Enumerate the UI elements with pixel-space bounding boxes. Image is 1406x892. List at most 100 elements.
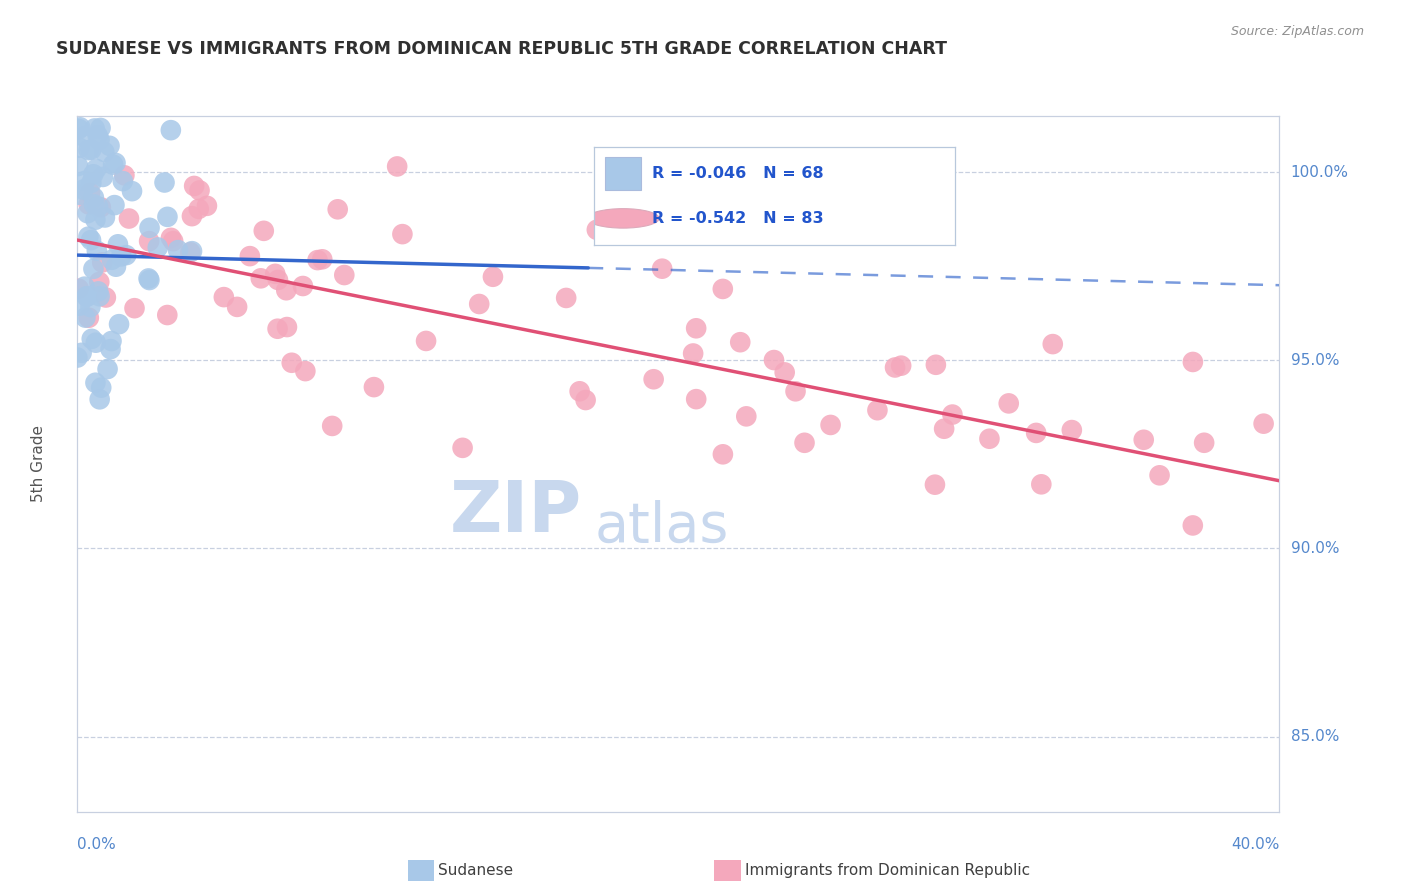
Point xyxy=(100,342,122,356)
Text: R = -0.542   N = 83: R = -0.542 N = 83 xyxy=(652,211,824,226)
Point xyxy=(385,160,408,174)
Point xyxy=(685,321,707,335)
Point xyxy=(91,255,114,269)
Point xyxy=(280,356,302,370)
Point xyxy=(188,183,211,197)
Point xyxy=(585,223,607,237)
Point xyxy=(73,130,96,145)
Point xyxy=(67,141,90,155)
Point xyxy=(69,299,91,313)
Point xyxy=(555,291,578,305)
Point xyxy=(997,396,1019,410)
Point xyxy=(181,244,204,259)
Point xyxy=(72,183,94,197)
Point xyxy=(979,432,1001,446)
Point xyxy=(253,224,276,238)
Point xyxy=(75,310,97,325)
Text: SUDANESE VS IMMIGRANTS FROM DOMINICAN REPUBLIC 5TH GRADE CORRELATION CHART: SUDANESE VS IMMIGRANTS FROM DOMINICAN RE… xyxy=(56,40,948,58)
Point xyxy=(90,120,112,135)
Point xyxy=(735,409,758,424)
Point xyxy=(762,353,785,368)
Text: 90.0%: 90.0% xyxy=(1291,541,1339,556)
Point xyxy=(66,351,89,365)
Point xyxy=(773,365,796,379)
Text: atlas: atlas xyxy=(595,500,728,553)
Bar xyxy=(408,861,434,881)
Point xyxy=(276,320,298,334)
Point xyxy=(115,248,138,262)
Text: 95.0%: 95.0% xyxy=(1291,353,1339,368)
Point xyxy=(1181,518,1204,533)
Point xyxy=(107,237,129,252)
Point xyxy=(86,244,108,258)
Point xyxy=(70,346,93,360)
Point xyxy=(1042,337,1064,351)
Point xyxy=(1025,425,1047,440)
Bar xyxy=(714,861,741,881)
Point xyxy=(146,240,169,254)
Point xyxy=(103,198,125,212)
Point xyxy=(90,200,112,214)
Point xyxy=(884,360,907,375)
Point xyxy=(682,346,704,360)
Point xyxy=(75,174,97,188)
Text: ZIP: ZIP xyxy=(450,478,582,547)
Point xyxy=(363,380,385,394)
Point xyxy=(77,310,100,325)
Point xyxy=(924,477,946,491)
Point xyxy=(83,190,105,204)
Point xyxy=(291,279,314,293)
Point xyxy=(112,169,135,183)
Point xyxy=(108,317,131,331)
Bar xyxy=(605,157,641,190)
Point xyxy=(69,120,91,135)
Point xyxy=(711,447,734,461)
Point xyxy=(84,161,107,176)
Point xyxy=(307,253,329,268)
Text: 85.0%: 85.0% xyxy=(1291,729,1339,744)
Point xyxy=(89,275,111,289)
Point xyxy=(643,372,665,386)
Point xyxy=(785,384,807,399)
Point xyxy=(685,392,707,406)
Point xyxy=(925,358,948,372)
Point xyxy=(138,234,160,248)
Point xyxy=(249,271,271,285)
Point xyxy=(82,261,104,276)
Point xyxy=(77,143,100,157)
Point xyxy=(415,334,437,348)
Point xyxy=(84,376,107,390)
Point xyxy=(482,269,505,284)
Point xyxy=(83,121,105,136)
Point xyxy=(333,268,356,282)
Point xyxy=(118,211,141,226)
Point xyxy=(67,282,90,296)
Point xyxy=(226,300,249,314)
Point xyxy=(84,335,107,350)
Point xyxy=(167,243,190,257)
Point xyxy=(80,332,103,346)
Point xyxy=(121,184,143,198)
Point xyxy=(104,156,127,170)
Point xyxy=(711,282,734,296)
Text: Sudanese: Sudanese xyxy=(439,863,513,879)
Point xyxy=(124,301,146,315)
Point xyxy=(311,252,333,267)
Point xyxy=(76,206,98,220)
Text: Immigrants from Dominican Republic: Immigrants from Dominican Republic xyxy=(745,863,1029,879)
Point xyxy=(212,290,235,304)
Point xyxy=(97,362,120,376)
Point xyxy=(82,167,104,181)
Point xyxy=(94,211,117,225)
Point xyxy=(93,145,115,159)
Point xyxy=(77,229,100,244)
Point xyxy=(111,174,134,188)
Point xyxy=(266,322,288,336)
Point xyxy=(100,334,122,348)
Point xyxy=(160,231,183,245)
Point xyxy=(1253,417,1275,431)
Point xyxy=(179,245,201,260)
Point xyxy=(276,283,298,297)
Text: 100.0%: 100.0% xyxy=(1291,165,1348,180)
Point xyxy=(294,364,316,378)
